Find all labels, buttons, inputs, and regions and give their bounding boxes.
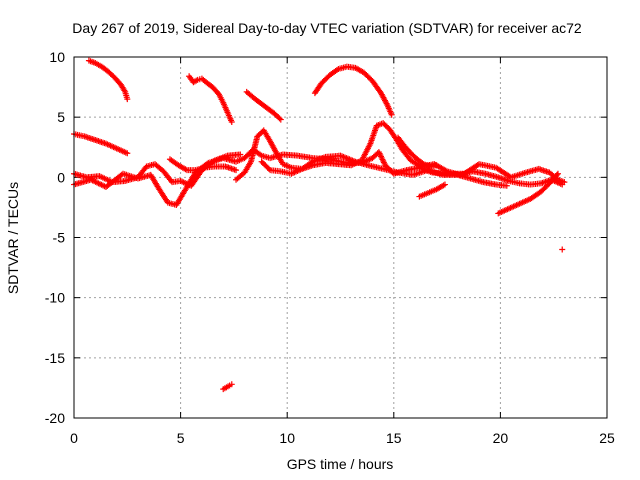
x-tick-label: 15	[386, 430, 402, 446]
series-point-1	[559, 246, 566, 253]
axis-ticks: 0 5 10 15 20 25 -20 -15 -10 -5 0 5 10	[45, 49, 615, 446]
data-point	[433, 162, 440, 169]
data-point	[388, 111, 395, 118]
data-point	[237, 151, 244, 158]
y-tick-label: 10	[49, 49, 65, 65]
data-point	[228, 381, 235, 388]
series-arc-13	[495, 170, 561, 217]
series-arc-3	[243, 88, 284, 123]
data-point	[124, 96, 131, 103]
series-arc-1	[85, 57, 131, 103]
data-point	[559, 181, 566, 188]
chart-title: Day 267 of 2019, Sidereal Day-to-day VTE…	[72, 20, 582, 36]
y-tick-label: 5	[57, 109, 65, 125]
data-point	[559, 246, 566, 253]
x-tick-label: 10	[279, 430, 295, 446]
series-arc-14	[220, 381, 235, 393]
data-point-interp	[168, 177, 175, 184]
series-arc-10	[258, 152, 510, 189]
x-tick-label: 5	[177, 430, 185, 446]
data-point-interp	[276, 115, 283, 122]
x-axis-label: GPS time / hours	[287, 456, 394, 472]
x-tick-label: 0	[70, 430, 78, 446]
data-points	[71, 57, 568, 393]
data-point	[277, 116, 284, 123]
data-point	[503, 182, 510, 189]
series-arc-11	[395, 134, 440, 170]
series-arc-12	[416, 181, 448, 200]
data-point	[228, 118, 235, 125]
series-arc-4	[311, 63, 395, 118]
grid-lines	[74, 57, 607, 418]
plot-area-frame	[73, 56, 608, 419]
data-point	[554, 170, 561, 177]
data-point	[124, 150, 131, 157]
x-tick-label: 20	[493, 430, 509, 446]
series-arc-8	[166, 156, 240, 174]
y-tick-label: -10	[45, 290, 65, 306]
series-arc-2	[186, 73, 235, 125]
y-tick-label: -20	[45, 410, 65, 426]
series-arc-7	[71, 151, 244, 189]
y-tick-label: -15	[45, 350, 65, 366]
series-arc-5	[71, 131, 131, 157]
data-point	[441, 181, 448, 188]
y-tick-label: 0	[57, 169, 65, 185]
x-tick-label: 25	[599, 430, 615, 446]
y-tick-label: -5	[53, 230, 66, 246]
data-point-interp	[553, 171, 560, 178]
y-axis-label: SDTVAR / TECUs	[5, 182, 21, 294]
data-point	[233, 167, 240, 174]
